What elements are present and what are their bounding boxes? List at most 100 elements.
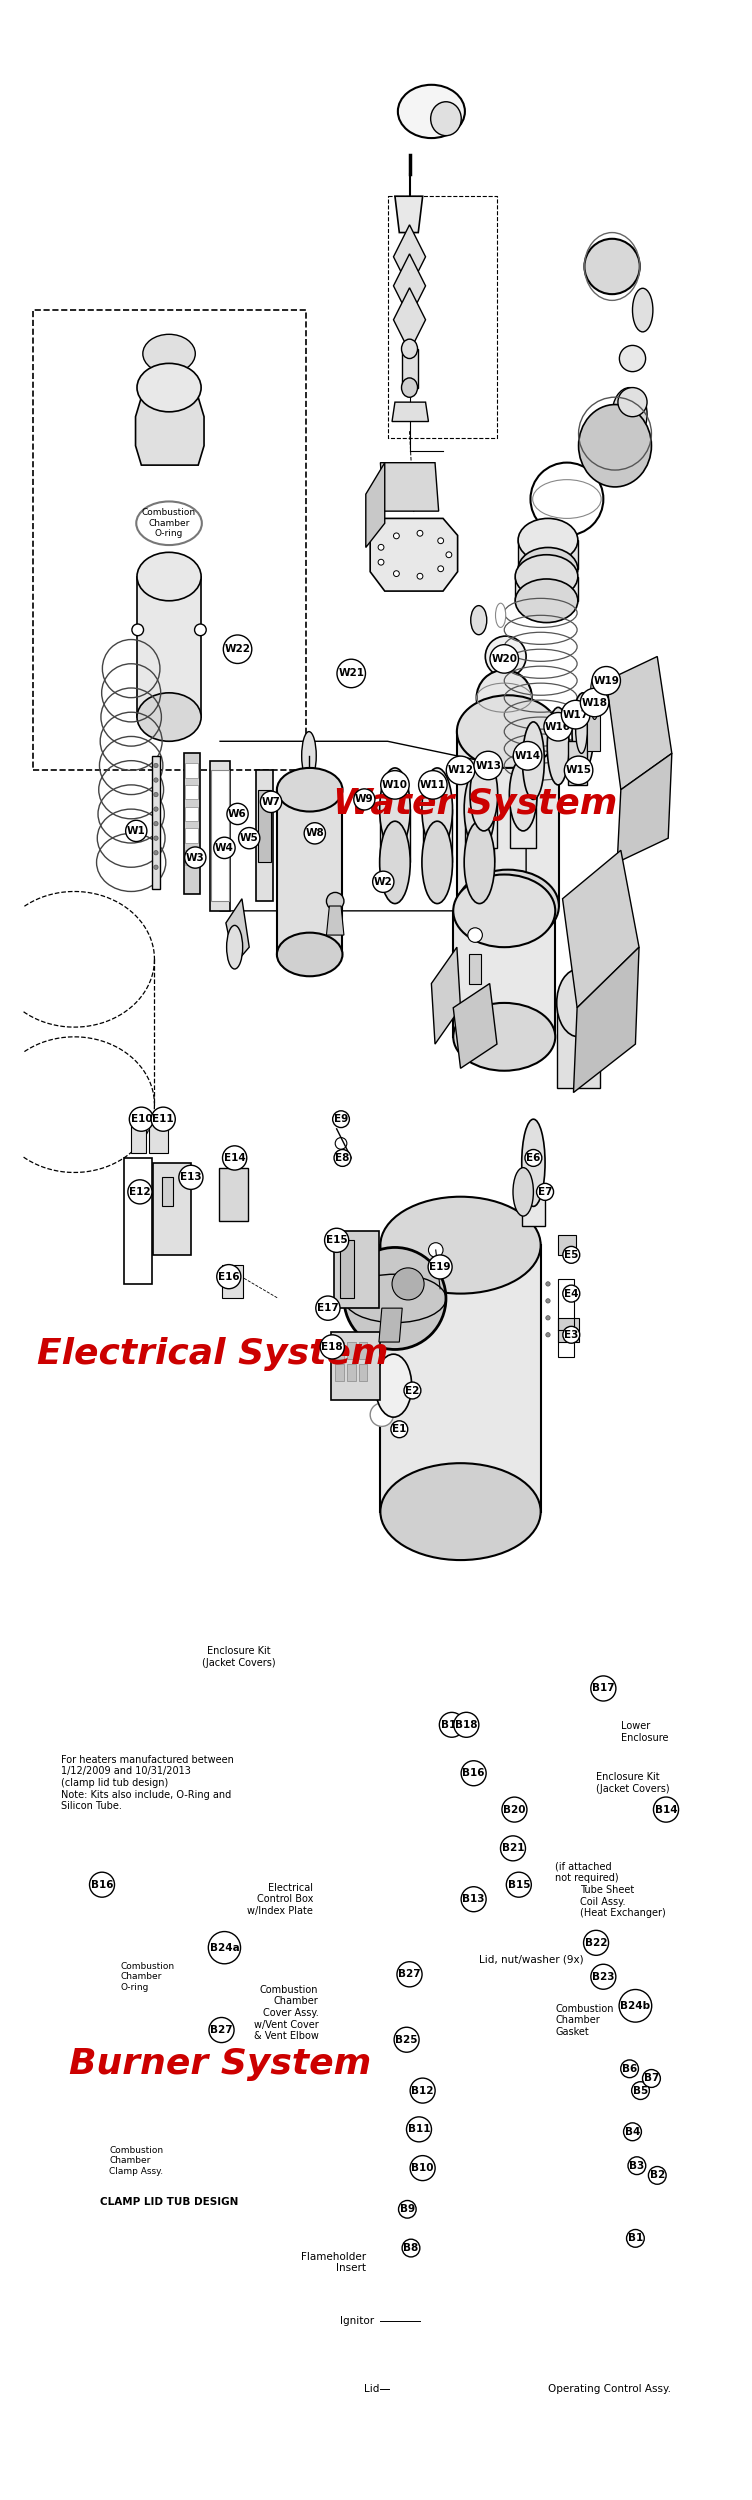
Text: W1: W1 xyxy=(127,825,146,835)
Bar xyxy=(277,790,342,955)
Circle shape xyxy=(153,850,158,855)
Ellipse shape xyxy=(572,693,594,770)
Circle shape xyxy=(393,570,399,578)
Ellipse shape xyxy=(137,362,201,413)
Ellipse shape xyxy=(381,1462,541,1560)
Text: W15: W15 xyxy=(566,765,592,775)
Circle shape xyxy=(153,762,158,768)
Text: Water System: Water System xyxy=(333,788,617,822)
Bar xyxy=(569,742,587,785)
Text: Operating Control Assy.: Operating Control Assy. xyxy=(548,2382,671,2392)
Text: B6: B6 xyxy=(622,2065,637,2075)
Text: B22: B22 xyxy=(585,1938,608,1948)
Text: E8: E8 xyxy=(335,1152,350,1162)
Ellipse shape xyxy=(143,335,196,372)
Bar xyxy=(185,850,199,865)
Ellipse shape xyxy=(453,1003,555,1070)
Text: W14: W14 xyxy=(514,750,541,760)
Text: W22: W22 xyxy=(225,645,250,655)
Text: B13: B13 xyxy=(462,1895,485,1905)
Ellipse shape xyxy=(496,602,505,628)
Circle shape xyxy=(620,345,646,372)
Text: W12: W12 xyxy=(447,765,474,775)
Circle shape xyxy=(132,625,144,635)
Ellipse shape xyxy=(612,388,647,440)
Text: B1: B1 xyxy=(628,2232,643,2242)
Text: E3: E3 xyxy=(564,1330,578,1340)
Text: E1: E1 xyxy=(392,1425,407,1435)
Text: B27: B27 xyxy=(399,1970,421,1980)
Text: E17: E17 xyxy=(317,1302,339,1312)
Polygon shape xyxy=(453,982,497,1068)
Polygon shape xyxy=(381,462,438,510)
Ellipse shape xyxy=(632,288,653,332)
Bar xyxy=(185,762,199,778)
Text: B19: B19 xyxy=(441,1720,463,1730)
Ellipse shape xyxy=(457,695,559,768)
Bar xyxy=(153,1162,191,1255)
Circle shape xyxy=(546,1298,550,1302)
Polygon shape xyxy=(326,905,344,935)
Text: E16: E16 xyxy=(218,1272,240,1282)
Circle shape xyxy=(546,1282,550,1285)
Bar xyxy=(558,1318,578,1342)
Ellipse shape xyxy=(277,768,342,812)
Text: Combustion
Chamber
Cover Assy.
w/Vent Cover
& Vent Elbow: Combustion Chamber Cover Assy. w/Vent Co… xyxy=(253,1985,318,2042)
Ellipse shape xyxy=(422,768,453,850)
Text: B16: B16 xyxy=(91,1880,114,1890)
Text: W19: W19 xyxy=(593,675,619,685)
Text: Electrical System: Electrical System xyxy=(37,1338,389,1370)
Ellipse shape xyxy=(402,340,417,357)
Circle shape xyxy=(153,792,158,798)
Ellipse shape xyxy=(402,378,417,398)
Bar xyxy=(334,1230,379,1308)
Ellipse shape xyxy=(513,1168,533,1215)
Bar xyxy=(185,828,199,842)
Text: E10: E10 xyxy=(131,1115,152,1125)
Bar xyxy=(335,1342,344,1360)
Text: W9: W9 xyxy=(355,795,374,805)
Ellipse shape xyxy=(518,548,578,590)
Text: Combustion
Chamber
Clamp Assy.: Combustion Chamber Clamp Assy. xyxy=(109,2145,163,2175)
Bar xyxy=(381,1245,541,1512)
Text: Ignitor: Ignitor xyxy=(341,2315,374,2325)
Text: W13: W13 xyxy=(475,760,502,770)
Bar xyxy=(359,1365,367,1380)
Text: B23: B23 xyxy=(592,1972,614,1982)
Text: W11: W11 xyxy=(420,780,446,790)
Bar xyxy=(515,578,578,600)
Text: B24a: B24a xyxy=(210,1942,239,1952)
Text: B20: B20 xyxy=(503,1805,526,1815)
Polygon shape xyxy=(226,898,249,965)
Ellipse shape xyxy=(578,405,651,488)
Polygon shape xyxy=(574,948,639,1092)
Bar xyxy=(335,1365,344,1380)
Ellipse shape xyxy=(398,85,465,138)
Ellipse shape xyxy=(381,1198,541,1292)
Text: Tube Sheet
Coil Assy.
(Heat Exchanger): Tube Sheet Coil Assy. (Heat Exchanger) xyxy=(580,1885,666,1918)
Text: Enclosure Kit
(Jacket Covers): Enclosure Kit (Jacket Covers) xyxy=(202,1645,276,1668)
Ellipse shape xyxy=(515,555,578,598)
Circle shape xyxy=(468,928,482,942)
Text: CLAMP LID TUB DESIGN: CLAMP LID TUB DESIGN xyxy=(100,2198,238,2208)
Bar xyxy=(219,1168,247,1220)
Circle shape xyxy=(378,545,384,550)
Circle shape xyxy=(392,1268,424,1300)
Bar xyxy=(518,540,578,570)
Text: W3: W3 xyxy=(186,853,205,862)
Bar xyxy=(457,732,559,905)
Text: E19: E19 xyxy=(429,1262,451,1272)
Bar xyxy=(522,1188,545,1225)
Polygon shape xyxy=(606,658,672,790)
Circle shape xyxy=(618,388,647,418)
Text: E2: E2 xyxy=(405,1385,420,1395)
Polygon shape xyxy=(370,518,458,590)
Circle shape xyxy=(446,552,452,558)
Polygon shape xyxy=(393,255,426,318)
Polygon shape xyxy=(432,948,460,1045)
Text: W21: W21 xyxy=(338,668,364,678)
Bar xyxy=(471,795,497,848)
Text: B3: B3 xyxy=(629,2160,644,2170)
Polygon shape xyxy=(392,402,429,422)
Bar xyxy=(510,795,536,848)
